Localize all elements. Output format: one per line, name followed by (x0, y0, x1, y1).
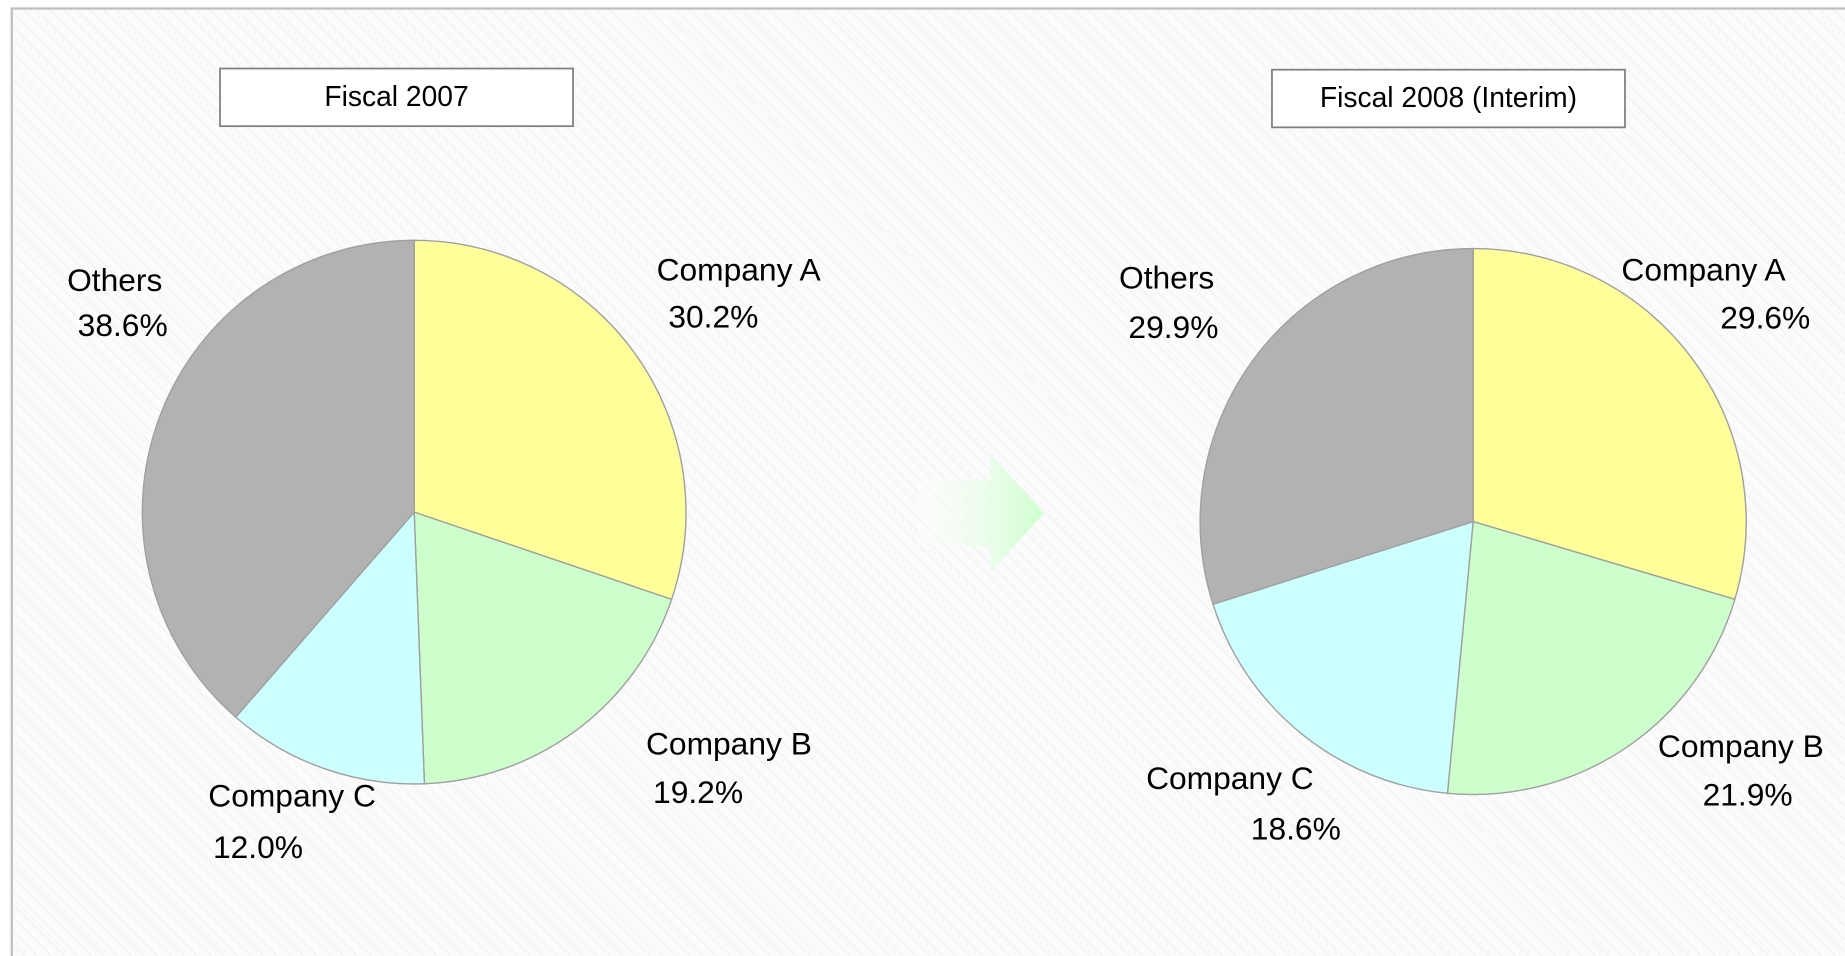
slice-value-label: 21.9% (1703, 776, 1793, 812)
pie-slice (141, 239, 415, 719)
pie-slice (1212, 520, 1474, 795)
slice-name: Others (67, 262, 162, 298)
slice-value-label: 12.0% (213, 829, 303, 865)
slice-value-label: 30.2% (668, 299, 758, 335)
title-box (219, 67, 574, 128)
slice-name: Company B (1658, 728, 1824, 764)
slice-value-label: 19.2% (653, 774, 743, 810)
transition-arrow (917, 454, 1044, 573)
pie-slice (1472, 247, 1747, 601)
title-box (1271, 68, 1626, 129)
slice-name: Company C (208, 777, 376, 813)
slice-value-label: 29.6% (1720, 300, 1810, 336)
slice-value-label: 38.6% (78, 307, 168, 343)
pie-slice (234, 510, 426, 785)
pie-slice (1446, 520, 1736, 796)
slice-name: Company A (657, 251, 822, 287)
chart-title: Fiscal 2008 (Interim) (1320, 81, 1577, 113)
slice-name: Company B (646, 726, 812, 762)
pie-slice (1199, 247, 1474, 606)
slice-name: Others (1119, 260, 1214, 296)
pie-slice (413, 511, 673, 785)
chart-title: Fiscal 2007 (324, 80, 468, 112)
slice-name: Company C (1146, 760, 1314, 796)
slice-value-label: 29.9% (1128, 309, 1218, 345)
slice-value-label: 18.6% (1251, 810, 1341, 846)
slice-name: Company A (1621, 251, 1786, 287)
pie-slice (413, 239, 687, 601)
